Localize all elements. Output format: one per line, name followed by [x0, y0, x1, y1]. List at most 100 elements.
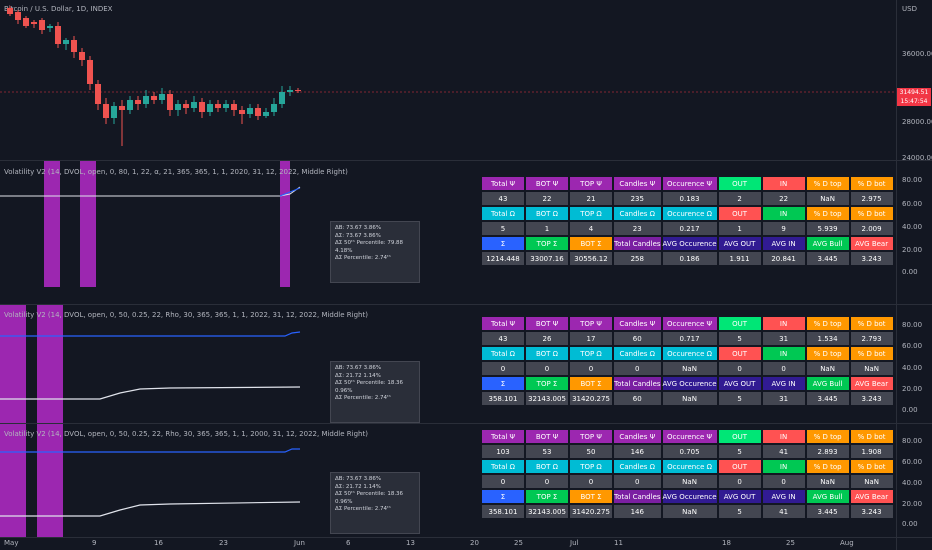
table-header-cell: TOP Ψ	[570, 317, 612, 330]
table-header-row: Total Ω BOT Ω TOP Ω Candles Ω Occurence Ω OUT…	[482, 347, 893, 360]
pane-separator[interactable]	[0, 304, 932, 305]
table-cell: 146	[614, 445, 661, 458]
indicator-pane-2[interactable]: Volatility V2 (14, DVOL, open, 0, 50, 0.…	[0, 305, 896, 423]
candle-body	[263, 112, 269, 116]
table-cell: 1.908	[850, 445, 893, 458]
table-cell: 5	[718, 445, 761, 458]
candle-body	[295, 90, 301, 91]
time-tick: 20	[470, 539, 479, 547]
table-header-cell: TOP Ω	[570, 207, 612, 220]
table-cell: 1214.448	[482, 252, 524, 265]
table-row: 103 53 50 146 0.705 5 41 2.893 1.908	[482, 445, 893, 458]
indicator-pane-1[interactable]: Volatility V2 (14, DVOL, open, 0, 80, 1,…	[0, 161, 896, 304]
candle-body	[119, 106, 125, 110]
candle-body	[151, 96, 157, 100]
volatility-lines-3	[0, 448, 301, 517]
table-header-cell: Occurence Ω	[662, 460, 717, 473]
candle-body	[31, 22, 37, 24]
table-cell: 0	[614, 475, 661, 488]
pane-separator[interactable]	[0, 160, 932, 161]
table-cell: 235	[614, 192, 661, 205]
table-header-cell: Occurence Ψ	[662, 430, 717, 443]
candle-body	[255, 108, 261, 116]
table-header-cell: Σ	[482, 377, 524, 390]
table-header-cell: BOT Σ	[570, 237, 612, 250]
candlestick-chart[interactable]	[0, 0, 896, 160]
table-cell: 22	[762, 192, 805, 205]
table-header-row: Σ TOP Σ BOT Σ Total Candles AVG Occurence AVG…	[482, 490, 893, 503]
candle-body	[239, 110, 245, 114]
osc-tick: 60.00	[902, 200, 923, 208]
candle-body	[279, 92, 285, 104]
price-pane[interactable]: Bitcoin / U.S. Dollar, 1D, INDEX	[0, 0, 896, 160]
table-header-cell: AVG IN	[762, 490, 805, 503]
highlight-band	[0, 424, 26, 537]
table-header-cell: BOT Ψ	[526, 430, 568, 443]
table-header-cell: Occurence Ω	[662, 207, 717, 220]
time-tick: 25	[786, 539, 795, 547]
pane-separator[interactable]	[0, 423, 932, 424]
table-header-cell: OUT	[718, 207, 761, 220]
table-header-cell: % D top	[806, 460, 849, 473]
table-cell: 0	[614, 362, 661, 375]
table-header-cell: % D top	[806, 317, 849, 330]
highlight-band	[37, 305, 63, 423]
time-tick: 18	[722, 539, 731, 547]
table-header-cell: IN	[762, 177, 805, 190]
osc-tick: 0.00	[902, 520, 918, 528]
candle-body	[175, 104, 181, 110]
time-axis-line[interactable]	[0, 537, 932, 538]
time-tick: Aug	[840, 539, 854, 547]
volatility-line-1	[0, 186, 301, 197]
table-cell: 0.183	[662, 192, 717, 205]
table-cell: NaN	[662, 505, 717, 518]
candle-body	[23, 18, 29, 26]
table-header-cell: BOT Ω	[526, 347, 568, 360]
table-cell: 0	[718, 362, 761, 375]
indicator-title: Volatility V2 (14, DVOL, open, 0, 50, 0.…	[4, 311, 368, 319]
table-cell: 60	[614, 332, 661, 345]
table-cell: NaN	[850, 475, 893, 488]
table-cell: 0	[526, 475, 568, 488]
candle-body	[191, 102, 197, 108]
table-cell: 0	[570, 475, 612, 488]
table-row: 358.101 32143.005 31420.275 60 NaN 5 31 3.445 3.…	[482, 392, 893, 405]
table-header-cell: Candles Ψ	[614, 317, 661, 330]
osc-tick: 0.00	[902, 268, 918, 276]
volatility-lines-2	[0, 331, 301, 400]
table-header-cell: % D top	[806, 207, 849, 220]
table-header-cell: Total Candles	[614, 237, 661, 250]
table-cell: 358.101	[482, 392, 524, 405]
table-header-cell: BOT Σ	[570, 377, 612, 390]
table-cell: 2.793	[850, 332, 893, 345]
candle-body	[167, 94, 173, 110]
table-header-cell: TOP Ψ	[570, 177, 612, 190]
osc-tick: 20.00	[902, 385, 923, 393]
candle-body	[223, 104, 229, 108]
candle-body	[79, 52, 85, 60]
candle-body	[47, 26, 53, 28]
table-cell: 43	[482, 192, 524, 205]
table-cell: 20.841	[762, 252, 805, 265]
table-header-cell: Candles Ω	[614, 207, 661, 220]
table-header-cell: % D bot	[850, 430, 893, 443]
table-header-cell: OUT	[718, 347, 761, 360]
table-cell: 43	[482, 332, 524, 345]
osc-tick: 60.00	[902, 342, 923, 350]
indicator-pane-3[interactable]: Volatility V2 (14, DVOL, open, 0, 50, 0.…	[0, 424, 896, 537]
candle-body	[55, 26, 61, 44]
table-header-cell: Total Candles	[614, 490, 661, 503]
table-header-cell: % D bot	[850, 317, 893, 330]
table-cell: 0	[526, 362, 568, 375]
table-header-cell: Σ	[482, 237, 524, 250]
table-header-row: Total Ψ BOT Ψ TOP Ψ Candles Ψ Occurence Ψ OUT…	[482, 430, 893, 443]
table-cell: 0.217	[662, 222, 717, 235]
table-cell: NaN	[806, 192, 849, 205]
table-cell: 31420.275	[570, 505, 612, 518]
indicator-title: Volatility V2 (14, DVOL, open, 0, 50, 0.…	[4, 430, 368, 438]
table-cell: 3.445	[806, 252, 849, 265]
table-row: 358.101 32143.005 31420.275 146 NaN 5 41 3.445 3…	[482, 505, 893, 518]
table-cell: 26	[526, 332, 568, 345]
table-cell: 17	[570, 332, 612, 345]
price-axis[interactable]	[896, 0, 932, 550]
